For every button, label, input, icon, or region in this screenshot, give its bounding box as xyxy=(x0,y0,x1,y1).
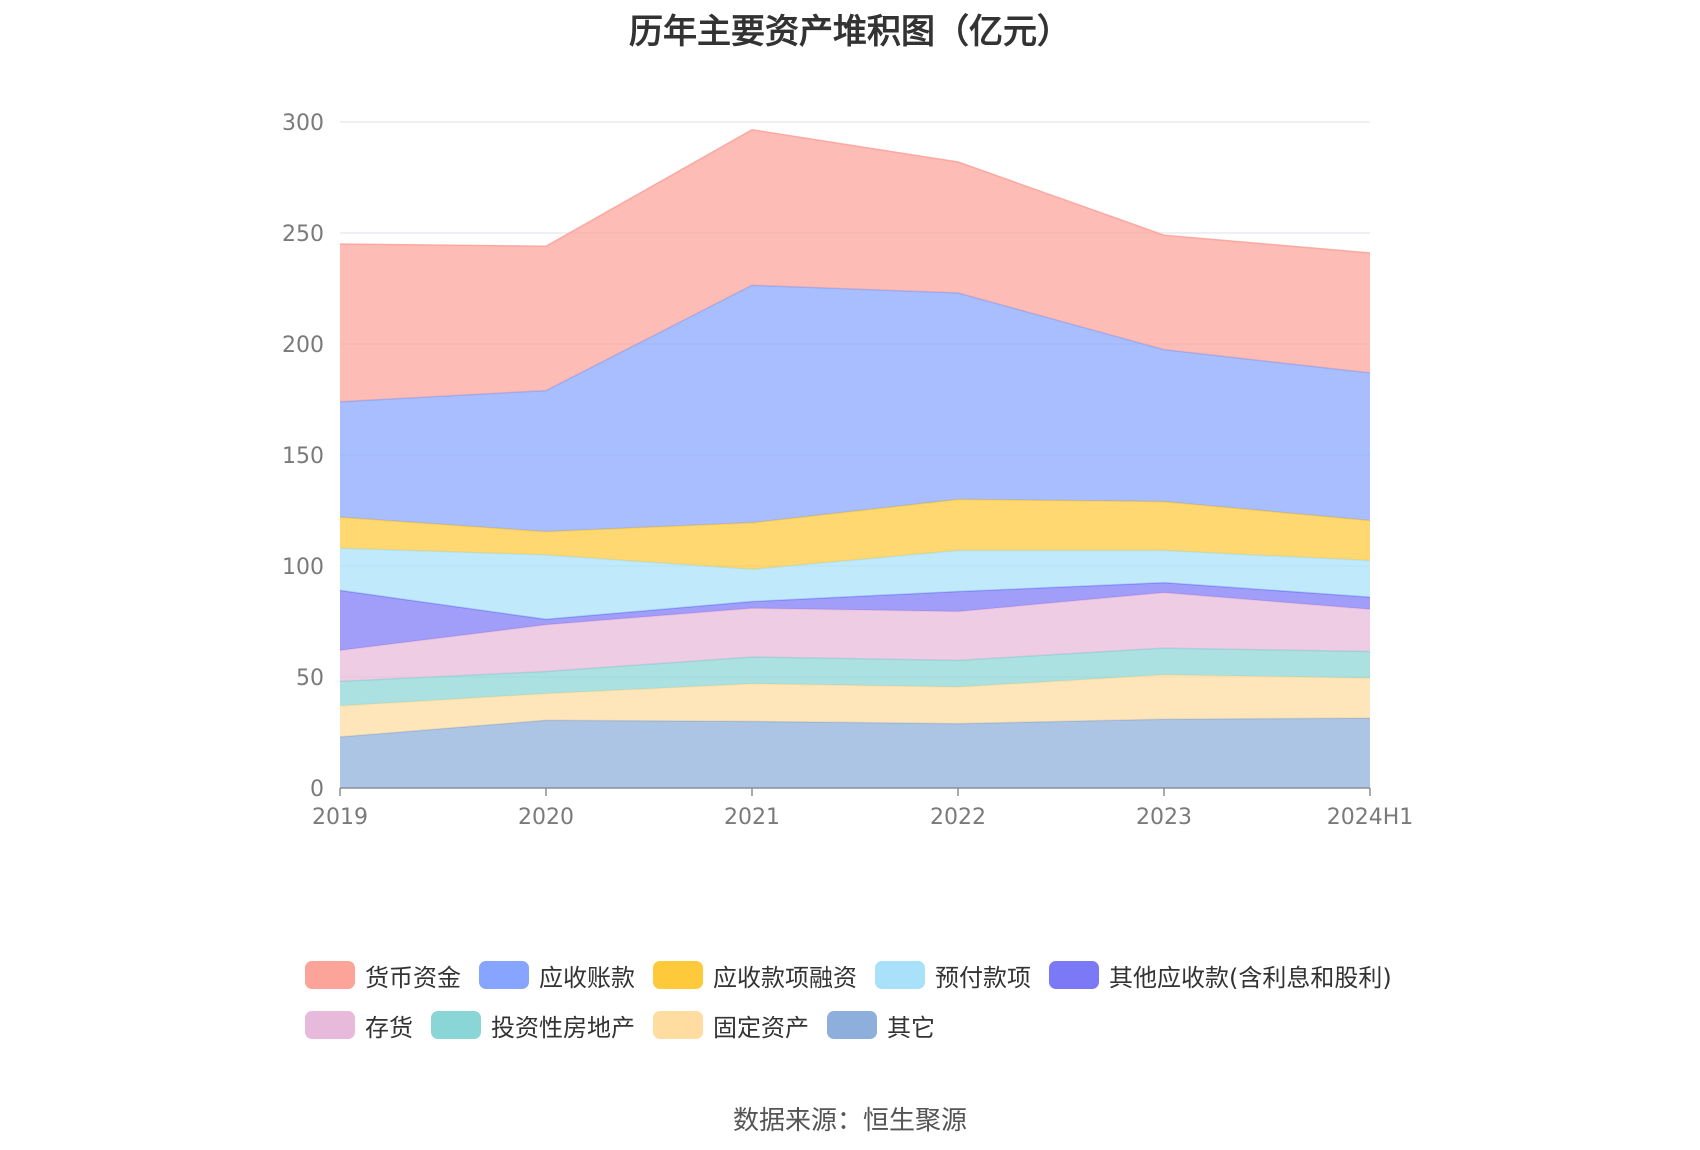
x-tick-label: 2019 xyxy=(312,805,368,830)
legend-item[interactable]: 应收款项融资 xyxy=(653,958,857,993)
x-tick-label: 2022 xyxy=(930,805,986,830)
chart-title: 历年主要资产堆积图（亿元） xyxy=(629,12,1071,52)
y-tick-label: 250 xyxy=(282,222,324,247)
legend-item[interactable]: 应收账款 xyxy=(479,958,635,993)
legend-label: 存货 xyxy=(365,1013,413,1042)
legend-swatch xyxy=(431,1011,481,1039)
legend-item[interactable]: 投资性房地产 xyxy=(431,1008,635,1043)
y-tick-label: 100 xyxy=(282,555,324,580)
legend-label: 货币资金 xyxy=(365,963,461,992)
legend-label: 投资性房地产 xyxy=(491,1013,635,1042)
legend-item[interactable]: 货币资金 xyxy=(305,958,461,993)
area-固定资产 xyxy=(340,674,1370,737)
area-应收款项融资 xyxy=(340,499,1370,570)
area-存货 xyxy=(340,592,1370,682)
x-tick-label: 2023 xyxy=(1136,805,1192,830)
legend-label: 其它 xyxy=(887,1013,935,1042)
area-其它 xyxy=(340,718,1370,788)
legend-item[interactable]: 其它 xyxy=(827,1008,935,1043)
legend-label: 其他应收款(含利息和股利) xyxy=(1109,963,1392,992)
x-tick-label: 2020 xyxy=(518,805,574,830)
legend: 货币资金 应收账款 应收款项融资 预付款项 其他应收款(含利息和股利) 存货 投资性房地产 固… xyxy=(305,950,1505,1050)
x-tick-label: 2024H1 xyxy=(1327,805,1414,830)
axes: 0 50 100 150 200 250 300 2019 2020 2021 2022 2023 20… xyxy=(282,111,1413,830)
area-应收账款 xyxy=(340,285,1370,532)
legend-row: 存货 投资性房地产 固定资产 其它 xyxy=(305,1000,1505,1050)
area-edge-货币资金 xyxy=(339,129,1371,254)
legend-label: 应收款项融资 xyxy=(713,963,857,992)
y-tick-label: 150 xyxy=(282,444,324,469)
area-预付款项 xyxy=(340,548,1370,620)
legend-label: 应收账款 xyxy=(539,963,635,992)
data-source-note: 数据来源：恒生聚源 xyxy=(732,1106,967,1136)
legend-item[interactable]: 预付款项 xyxy=(875,958,1031,993)
y-tick-label: 300 xyxy=(282,111,324,136)
legend-label: 预付款项 xyxy=(935,963,1031,992)
legend-label: 固定资产 xyxy=(713,1013,809,1042)
legend-swatch xyxy=(653,961,703,989)
y-tick-label: 50 xyxy=(296,666,324,691)
y-tick-label: 0 xyxy=(310,777,324,802)
x-tick-label: 2021 xyxy=(724,805,780,830)
legend-swatch xyxy=(1049,961,1099,989)
legend-item[interactable]: 其他应收款(含利息和股利) xyxy=(1049,958,1392,993)
legend-item[interactable]: 存货 xyxy=(305,1008,413,1043)
legend-swatch xyxy=(875,961,925,989)
legend-swatch xyxy=(305,961,355,989)
legend-swatch xyxy=(479,961,529,989)
area-投资性房地产 xyxy=(340,648,1370,706)
area-series xyxy=(339,129,1371,788)
legend-swatch xyxy=(305,1011,355,1039)
legend-swatch xyxy=(827,1011,877,1039)
legend-swatch xyxy=(653,1011,703,1039)
legend-row: 货币资金 应收账款 应收款项融资 预付款项 其他应收款(含利息和股利) xyxy=(305,950,1505,1000)
area-货币资金 xyxy=(340,129,1370,402)
y-tick-label: 200 xyxy=(282,333,324,358)
legend-item[interactable]: 固定资产 xyxy=(653,1008,809,1043)
